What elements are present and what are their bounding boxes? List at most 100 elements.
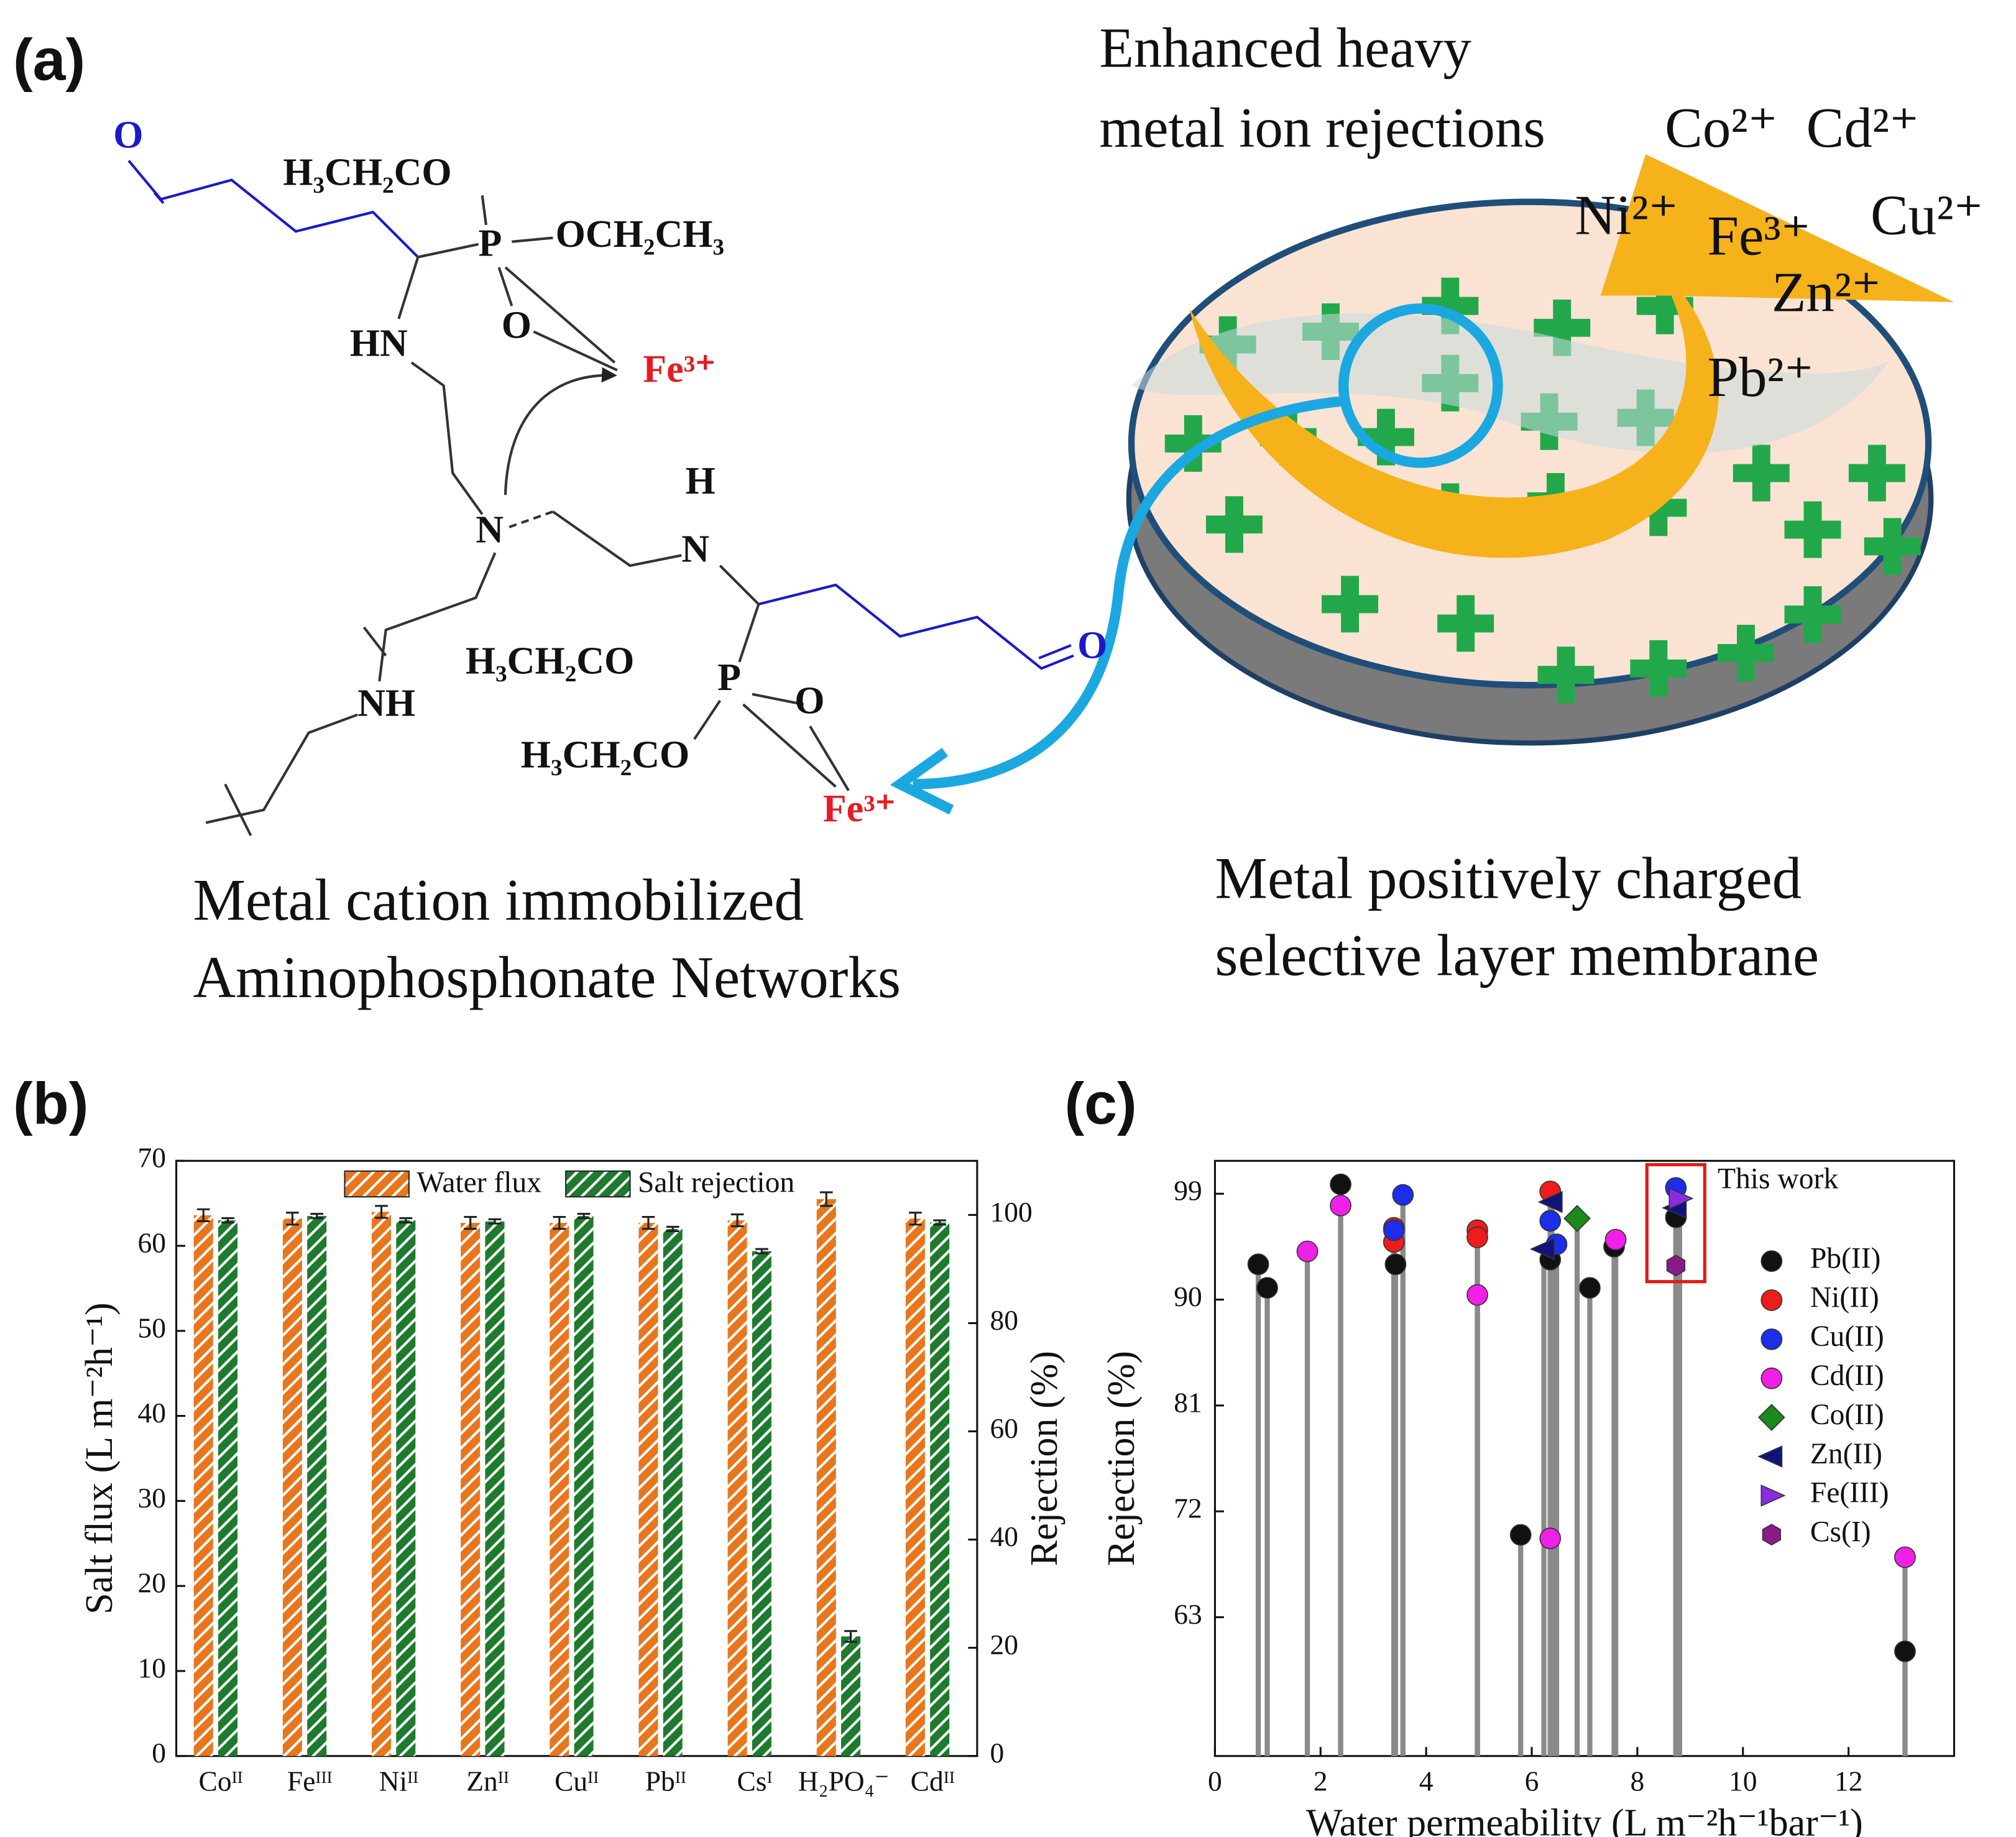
bar [574,1216,594,1756]
error-bar [196,1208,210,1222]
legend-label: Water flux [417,1167,541,1199]
error-bar [666,1225,679,1232]
bar [461,1223,481,1756]
ion-label: Pb²⁺ [1707,346,1813,408]
charge [1322,576,1379,633]
charge [1784,501,1841,558]
x-tick-label: Csᴵ [737,1766,772,1797]
legend-label: Pb(II) [1810,1243,1881,1275]
point [1330,1194,1351,1217]
bar [905,1218,925,1756]
point [1247,1253,1269,1276]
bond [205,713,358,824]
x-tick-label: 8 [1631,1766,1645,1797]
ion-label: Cu²⁺ [1871,184,1983,247]
y-tick-label: 10 [138,1652,166,1683]
ion-label: Fe³⁺ [1707,205,1810,267]
point [1384,1253,1407,1276]
bar [485,1221,505,1756]
bar [396,1220,416,1756]
title-line: Enhanced heavy [1099,17,1471,80]
error-bar [399,1217,413,1224]
y2-tick-label: 60 [990,1412,1018,1444]
error-bar [375,1205,388,1219]
ion-label: Co²⁺ [1665,96,1777,159]
bond [417,242,479,259]
y2-tick-label: 0 [990,1737,1005,1769]
chem-label: O [113,114,143,157]
charge [1784,586,1841,643]
chem-label: P [479,222,502,264]
caption-line: Metal cation immobilized [193,867,804,933]
error-bar [221,1217,234,1224]
bond [719,564,760,663]
chem-label: Fe³⁺ [643,348,716,390]
bond [742,703,837,788]
x-tick-label: 2 [1314,1766,1328,1797]
ion-label: Zn²⁺ [1772,261,1881,324]
y2-tick-label: 100 [990,1196,1033,1228]
bond [809,725,850,791]
zoom-link [913,395,1344,790]
error-bar [909,1212,922,1226]
point [1563,1205,1591,1232]
point [1666,1255,1686,1277]
charge [1848,444,1905,502]
point [1894,1546,1916,1568]
bar [638,1223,658,1756]
point [1509,1524,1532,1546]
y2-tick-label: 80 [990,1304,1018,1336]
legend-marker [1761,1484,1786,1507]
legend-label: Cu(II) [1810,1320,1884,1353]
annotation: This work [1718,1163,1838,1195]
charge [1636,277,1693,334]
legend-marker [1761,1367,1783,1389]
caption-line: Aminophosphonate Networks [193,944,901,1010]
y-tick-label: 90 [1174,1281,1202,1312]
charge [1537,647,1595,704]
charge [1357,408,1414,466]
legend-marker [1761,1289,1783,1311]
x-axis-title: Water permeability (L m⁻²h⁻¹bar⁻¹) [1306,1802,1863,1837]
y2-axis-title: Rejection (%) [1023,1351,1066,1566]
legend-label: Co(II) [1810,1399,1884,1431]
legend-marker [1762,1524,1781,1546]
error-bar [755,1248,768,1255]
point [1579,1277,1601,1299]
bar [307,1216,327,1756]
bar [282,1218,302,1756]
charge [1733,444,1790,502]
error-bar [642,1216,655,1230]
y-tick-label: 30 [138,1482,166,1514]
bond [504,266,616,364]
bond [362,626,387,656]
y-tick-label: 50 [138,1312,166,1343]
y-tick-label: 20 [138,1567,166,1599]
bond [752,693,804,706]
bond [758,583,1074,670]
legend-marker [1761,1328,1783,1350]
chem-label: OCH₂CH₃ [556,213,724,256]
error-bar [933,1219,947,1226]
bar [727,1220,747,1756]
charge [1205,496,1263,553]
bar [663,1228,683,1756]
legend-marker [1757,1445,1783,1468]
point [1392,1184,1414,1206]
point [1668,1187,1694,1210]
legend-marker [1757,1404,1785,1431]
error-bar [464,1216,477,1230]
bond [533,330,618,372]
highlight-box [1645,1163,1706,1284]
zoom-link-head [890,747,954,815]
x-tick-label: H₂PO₄⁻ [798,1766,890,1797]
ion-label: Cd²⁺ [1807,96,1919,159]
point [1604,1228,1627,1251]
rejection-arrow [1189,154,1787,558]
x-tick-label: Cuᴵᴵ [555,1766,599,1797]
point [1330,1173,1351,1195]
y-axis-title: Salt flux (L m⁻²h⁻¹) [78,1302,121,1614]
chem-label: P [717,656,741,699]
charge [1164,415,1222,472]
